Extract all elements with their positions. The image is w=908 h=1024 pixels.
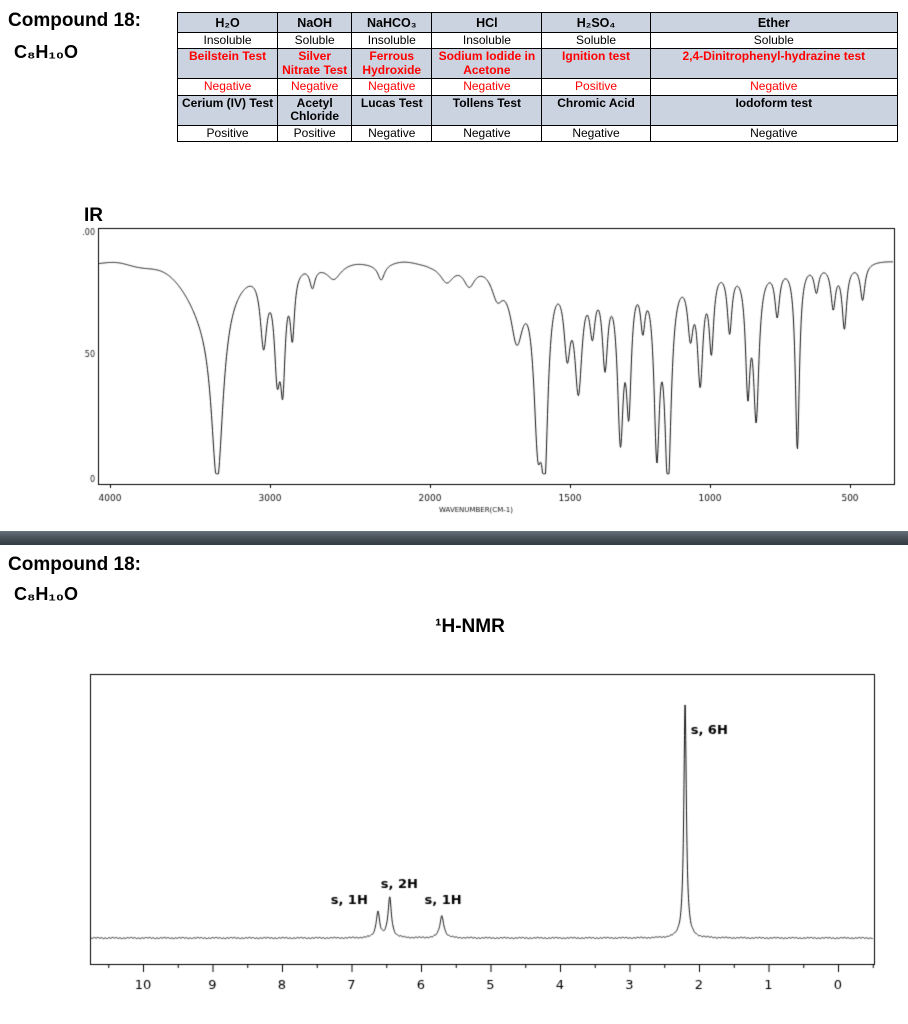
- table-cell: H₂O: [176, 12, 279, 33]
- compound-title-bottom: Compound 18:: [8, 554, 141, 575]
- table-row: Beilstein Test Silver Nitrate Test Ferrous…: [176, 48, 899, 80]
- compound-formula-top: C₈H₁₀O: [14, 42, 78, 62]
- table-cell: Ignition test: [541, 48, 651, 80]
- nmr-spectrum-canvas: [84, 670, 884, 1006]
- section-divider: [0, 531, 908, 545]
- table-cell: Soluble: [541, 31, 651, 50]
- table-cell: Negative: [649, 124, 899, 143]
- table-cell: Soluble: [277, 31, 353, 50]
- table-cell: Tollens Test: [431, 94, 543, 126]
- test-results-table: H₂O NaOH NaHCO₃ HCl H₂SO₄ Ether Insoluble Solub…: [176, 12, 899, 143]
- table-cell: Beilstein Test: [176, 48, 279, 80]
- nmr-spectrum-figure: [84, 670, 884, 1006]
- table-cell: Lucas Test: [351, 94, 433, 126]
- table-cell: Ether: [649, 12, 899, 33]
- table-cell: NaHCO₃: [351, 12, 433, 33]
- table-cell: 2,4-Dinitrophenyl-hydrazine test: [649, 48, 899, 80]
- table-row: Cerium (IV) Test Acetyl Chloride Lucas Tes…: [176, 94, 899, 126]
- table-cell: Iodoform test: [649, 94, 899, 126]
- table-cell: HCl: [431, 12, 543, 33]
- table-cell: Ferrous Hydroxide: [351, 48, 433, 80]
- table-cell: Negative: [176, 78, 279, 96]
- nmr-title: ¹H-NMR: [435, 616, 505, 637]
- table-cell: Negative: [351, 78, 433, 96]
- table-cell: Negative: [277, 78, 353, 96]
- table-cell: Chromic Acid: [541, 94, 651, 126]
- table-cell: Silver Nitrate Test: [277, 48, 353, 80]
- table-cell: H₂SO₄: [541, 12, 651, 33]
- table-cell: NaOH: [277, 12, 353, 33]
- table-cell: Negative: [431, 78, 543, 96]
- table-cell: Positive: [176, 124, 279, 143]
- test-results-table-wrapper: H₂O NaOH NaHCO₃ HCl H₂SO₄ Ether Insoluble Solub…: [176, 12, 899, 143]
- table-cell: Insoluble: [431, 31, 543, 50]
- table-cell: Soluble: [649, 31, 899, 50]
- table-cell: Positive: [541, 78, 651, 96]
- table-row: Negative Negative Negative Negative Positive…: [176, 78, 899, 96]
- table-cell: Negative: [351, 124, 433, 143]
- table-row: H₂O NaOH NaHCO₃ HCl H₂SO₄ Ether: [176, 12, 899, 33]
- table-row: Insoluble Soluble Insoluble Insoluble Solubl…: [176, 31, 899, 50]
- table-cell: Positive: [277, 124, 353, 143]
- table-cell: Insoluble: [176, 31, 279, 50]
- table-cell: Cerium (IV) Test: [176, 94, 279, 126]
- table-cell: Negative: [431, 124, 543, 143]
- compound-title-top: Compound 18:: [8, 10, 141, 31]
- table-cell: Sodium Iodide in Acetone: [431, 48, 543, 80]
- table-row: Positive Positive Negative Negative Negative…: [176, 124, 899, 143]
- table-cell: Acetyl Chloride: [277, 94, 353, 126]
- compound-formula-bottom: C₈H₁₀O: [14, 584, 78, 604]
- ir-spectrum-canvas: [76, 220, 898, 520]
- table-cell: Negative: [541, 124, 651, 143]
- table-cell: Insoluble: [351, 31, 433, 50]
- ir-spectrum-figure: [76, 220, 898, 520]
- table-cell: Negative: [649, 78, 899, 96]
